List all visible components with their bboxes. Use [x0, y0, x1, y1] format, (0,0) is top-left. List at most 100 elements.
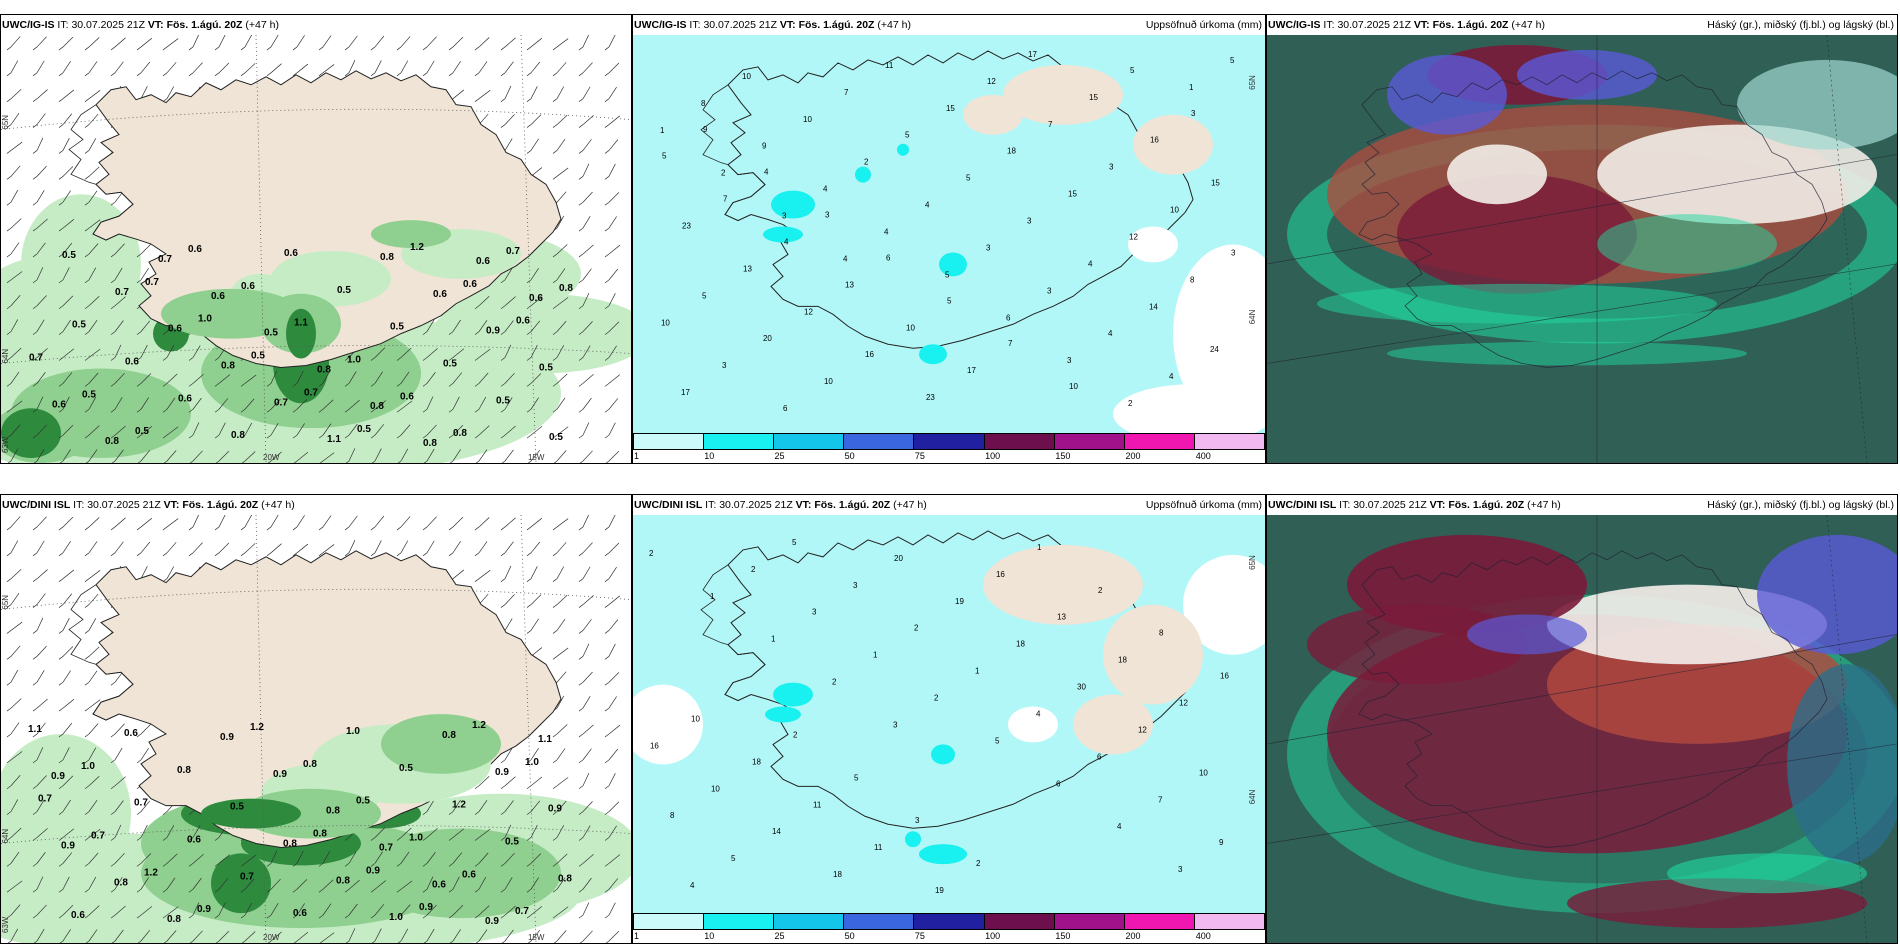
precip-colorbar: 1 10 25 50 75 100 150 200 400: [633, 433, 1265, 463]
wind-value-label: 0.8: [370, 401, 384, 412]
panel-bottom-left-wind: UWC/DINI ISL IT: 30.07.2025 21Z VT: Fös.…: [0, 494, 632, 944]
it-label: IT:: [73, 499, 85, 511]
panel-header: UWC/DINI ISL IT: 30.07.2025 21Z VT: Fös.…: [633, 495, 1265, 515]
panel-top-middle-precip: UWC/IG-IS IT: 30.07.2025 21Z VT: Fös. 1.…: [632, 14, 1266, 464]
wind-value-label: 0.6: [400, 391, 414, 402]
it-value: 30.07.2025 21Z: [71, 19, 145, 31]
wind-value-label: 0.7: [274, 397, 288, 408]
vt-value: Fös. 1.ágú. 20Z: [1432, 19, 1509, 31]
it-value: 30.07.2025 21Z: [1353, 499, 1427, 511]
precip-value-label: 8: [1190, 275, 1195, 284]
precip-value-label: 19: [935, 886, 944, 895]
wind-value-label: 0.6: [168, 324, 182, 335]
precip-value-label: 10: [1199, 768, 1208, 777]
vt-label: VT:: [147, 19, 164, 31]
panel-top-left-wind: UWC/IG-IS IT: 30.07.2025 21Z VT: Fös. 1.…: [0, 14, 632, 464]
wind-value-label: 0.8: [559, 283, 573, 294]
lead-time: (+47 h): [893, 499, 927, 511]
lon-label: 20W: [263, 453, 280, 462]
panel-top-right-clouds: UWC/IG-IS IT: 30.07.2025 21Z VT: Fös. 1.…: [1266, 14, 1898, 464]
wind-value-label: 0.8: [442, 730, 456, 741]
precip-value-label: 17: [1028, 50, 1037, 59]
lon-label: 15W: [528, 453, 545, 462]
precip-value-label: 14: [1149, 302, 1158, 311]
cloud-map: [1267, 515, 1897, 943]
precip-value-label: 3: [1109, 163, 1114, 172]
wind-value-label: 0.8: [167, 914, 181, 925]
colorbar-swatches: [633, 913, 1265, 930]
colorbar-tick-label: 10: [704, 931, 715, 941]
wind-value-label: 0.6: [71, 910, 85, 921]
precip-value-label: 18: [752, 757, 761, 766]
wind-value-label: 0.9: [548, 804, 562, 815]
colorbar-tick-label: 25: [774, 451, 785, 461]
vt-value: Fös. 1.ágú. 20Z: [1448, 499, 1525, 511]
precip-value-label: 10: [824, 377, 833, 386]
wind-value-label: 0.8: [336, 875, 350, 886]
wind-value-label: 0.6: [516, 316, 530, 327]
precip-value-label: 20: [894, 554, 903, 563]
precip-value-label: 3: [986, 243, 991, 252]
precip-value-label: 4: [1088, 259, 1093, 268]
colorbar-tick-label: 150: [1055, 931, 1071, 941]
precip-value-label: 2: [649, 549, 654, 558]
colorbar-tick-label: 50: [844, 931, 855, 941]
wind-value-label: 0.8: [326, 806, 340, 817]
precip-value-label: 11: [813, 800, 822, 809]
colorbar-tick-label: 100: [985, 931, 1001, 941]
wind-value-label: 0.9: [495, 767, 509, 778]
precip-value-label: 24: [1210, 345, 1219, 354]
precip-value-label: 12: [804, 307, 813, 316]
panel-bottom-right-clouds: UWC/DINI ISL IT: 30.07.2025 21Z VT: Fös.…: [1266, 494, 1898, 944]
wind-value-label: 0.6: [476, 256, 490, 267]
precip-value-label: 4: [843, 254, 848, 263]
precip-value-label: 18: [1007, 147, 1016, 156]
precip-value-label: 2: [914, 624, 919, 633]
wind-value-label: 0.7: [304, 387, 318, 398]
lat-label: 64N: [1248, 309, 1257, 324]
precip-value-label: 5: [854, 773, 859, 782]
precip-value-label: 4: [1036, 710, 1041, 719]
lead-time: (+47 h): [245, 19, 279, 31]
lat-label: 63W: [1, 436, 10, 453]
precip-value-label: 6: [1097, 752, 1102, 761]
wind-value-label: 0.8: [317, 364, 331, 375]
wind-value-label: 0.6: [52, 399, 66, 410]
wind-value-label: 0.5: [264, 328, 278, 339]
precip-value-label: 5: [995, 736, 1000, 745]
precip-value-label: 2: [832, 678, 837, 687]
vt-value: Fös. 1.ágú. 20Z: [166, 19, 243, 31]
precip-value-label: 4: [1108, 329, 1113, 338]
precip-value-label: 3: [782, 212, 787, 221]
wind-value-label: 0.6: [124, 728, 138, 739]
precip-value-label: 18: [1118, 656, 1127, 665]
precip-value-label: 1: [1037, 543, 1042, 552]
wind-value-label: 1.2: [144, 867, 158, 878]
cloud-map-svg: [1267, 515, 1897, 943]
precip-map-svg: 2532128161018111119161318121610141820191…: [633, 515, 1265, 914]
precip-value-label: 4: [823, 185, 828, 194]
wind-value-label: 0.5: [443, 358, 457, 369]
panel-header: UWC/IG-IS IT: 30.07.2025 21Z VT: Fös. 1.…: [1267, 15, 1897, 35]
wind-value-label: 0.7: [91, 831, 105, 842]
colorbar-tick-label: 25: [774, 931, 785, 941]
wind-value-label: 0.6: [178, 393, 192, 404]
wind-value-label: 0.5: [357, 424, 371, 435]
precip-value-label: 15: [1089, 93, 1098, 102]
vt-label: VT:: [1413, 19, 1430, 31]
it-value: 30.07.2025 21Z: [703, 19, 777, 31]
panel-title-right: Háský (gr.), miðský (fj.bl.) og lágský (…: [1707, 499, 1894, 511]
wind-value-label: 0.7: [240, 871, 254, 882]
precip-colorbar: 1 10 25 50 75 100 150 200 400: [633, 913, 1265, 943]
wind-value-label: 0.5: [337, 285, 351, 296]
colorbar-tick-label: 1: [634, 931, 640, 941]
precip-value-label: 1: [975, 667, 980, 676]
precip-value-label: 7: [723, 195, 728, 204]
precip-value-label: 2: [934, 694, 939, 703]
wind-value-label: 0.6: [211, 291, 225, 302]
it-label: IT:: [1339, 499, 1351, 511]
precip-value-label: 6: [1006, 313, 1011, 322]
panel-title-right: Háský (gr.), miðský (fj.bl.) og lágský (…: [1707, 19, 1894, 31]
wind-value-label: 0.5: [82, 389, 96, 400]
wind-value-label: 0.8: [177, 765, 191, 776]
